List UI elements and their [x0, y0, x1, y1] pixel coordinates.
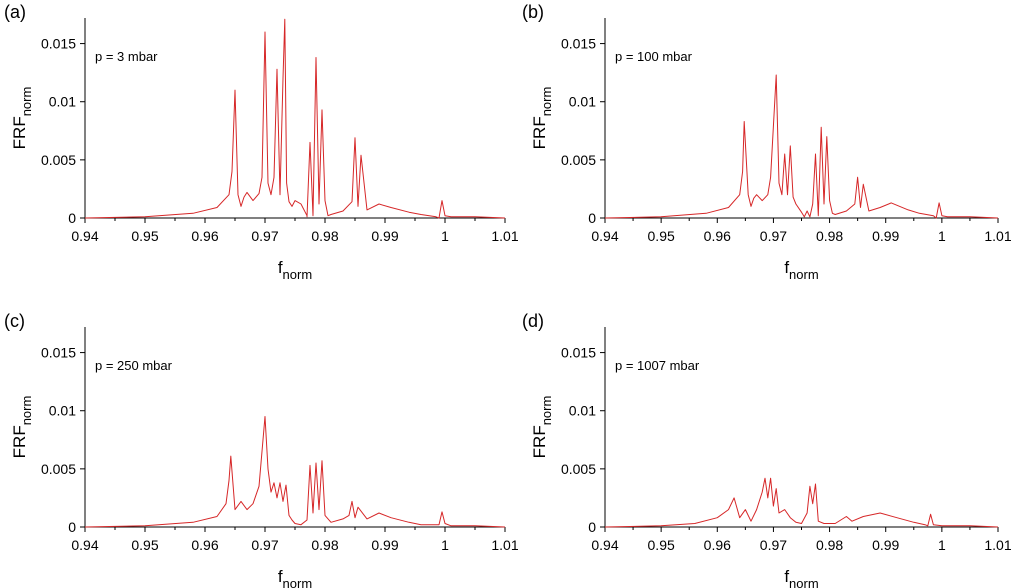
x-tick-label: 0.99 — [872, 537, 899, 553]
y-axis-label-sub: norm — [539, 87, 554, 117]
y-tick-label: 0.015 — [41, 345, 76, 361]
panel-label: (d) — [522, 311, 544, 331]
pressure-annotation: p = 250 mbar — [95, 358, 173, 373]
x-tick-label: 0.97 — [760, 537, 787, 553]
y-axis-label: FRFnorm — [530, 87, 554, 150]
x-tick-label: 0.98 — [816, 537, 843, 553]
x-tick-label: 0.95 — [648, 537, 675, 553]
y-axis-label-main: FRF — [530, 425, 549, 458]
x-tick-label: 0.98 — [816, 228, 843, 244]
y-tick-label: 0.005 — [561, 152, 596, 168]
x-tick-label: 0.94 — [71, 228, 98, 244]
x-tick-label: 0.99 — [371, 537, 398, 553]
y-axis-label-main: FRF — [10, 425, 29, 458]
y-tick-label: 0.015 — [561, 345, 596, 361]
x-axis-label-main: f — [784, 567, 789, 586]
y-tick-label: 0 — [68, 519, 76, 535]
panel-0: 0.94 0.95 0.96 0.97 0.98 0.99 1 1.01 0 0.005 0.01 0… — [4, 2, 519, 282]
frf-series-line — [604, 74, 999, 219]
x-tick-label: 0.98 — [311, 228, 338, 244]
frf-series-line — [84, 416, 506, 528]
x-axis-label-sub: norm — [283, 576, 313, 588]
x-tick-label: 1.01 — [491, 537, 518, 553]
y-axis-label-main: FRF — [530, 116, 549, 149]
y-tick-label: 0.005 — [41, 152, 76, 168]
y-axis-label-sub: norm — [19, 396, 34, 426]
x-tick-label: 1 — [938, 537, 946, 553]
y-tick-label: 0.01 — [49, 403, 76, 419]
x-tick-label: 0.94 — [591, 537, 618, 553]
x-tick-label: 1 — [441, 228, 449, 244]
x-axis-label: fnorm — [278, 258, 312, 282]
pressure-annotation: p = 3 mbar — [95, 49, 158, 64]
y-tick-label: 0.015 — [41, 36, 76, 52]
x-axis-label-main: f — [278, 567, 283, 586]
x-tick-label: 0.94 — [71, 537, 98, 553]
x-tick-label: 0.99 — [872, 228, 899, 244]
x-axis-label: fnorm — [278, 567, 312, 588]
x-axis-label-main: f — [278, 258, 283, 277]
y-tick-label: 0 — [68, 210, 76, 226]
x-tick-label: 0.96 — [191, 537, 218, 553]
y-tick-label: 0.015 — [561, 36, 596, 52]
panel-2: 0.94 0.95 0.96 0.97 0.98 0.99 1 1.01 0 0.005 0.01 0… — [4, 311, 519, 588]
y-axis-label-sub: norm — [539, 396, 554, 426]
x-tick-label: 0.97 — [760, 228, 787, 244]
x-axis-label: fnorm — [784, 258, 818, 282]
y-tick-label: 0.005 — [41, 461, 76, 477]
y-tick-label: 0.01 — [49, 94, 76, 110]
panel-label: (c) — [4, 311, 25, 331]
x-axis-label-sub: norm — [789, 267, 819, 282]
pressure-annotation: p = 100 mbar — [615, 49, 693, 64]
y-axis-label: FRFnorm — [530, 396, 554, 459]
x-tick-label: 0.99 — [371, 228, 398, 244]
x-tick-label: 0.97 — [251, 228, 278, 244]
x-tick-label: 0.95 — [131, 228, 158, 244]
y-tick-label: 0.005 — [561, 461, 596, 477]
pressure-annotation: p = 1007 mbar — [615, 358, 700, 373]
x-axis-label-sub: norm — [789, 576, 819, 588]
x-axis-label-sub: norm — [283, 267, 313, 282]
panel-1: 0.94 0.95 0.96 0.97 0.98 0.99 1 1.01 0 0.005 0.01 0… — [522, 2, 1012, 282]
y-tick-label: 0.01 — [569, 94, 596, 110]
x-tick-label: 0.96 — [704, 228, 731, 244]
x-axis-label: fnorm — [784, 567, 818, 588]
y-tick-label: 0 — [588, 519, 596, 535]
x-tick-label: 1.01 — [984, 537, 1011, 553]
frf-series-line — [604, 477, 999, 528]
x-tick-label: 0.96 — [191, 228, 218, 244]
x-axis-label-main: f — [784, 258, 789, 277]
y-axis-label: FRFnorm — [10, 87, 34, 150]
y-axis-label: FRFnorm — [10, 396, 34, 459]
frf-series-line — [84, 18, 506, 219]
panel-label: (b) — [522, 2, 544, 22]
y-tick-label: 0.01 — [569, 403, 596, 419]
x-tick-label: 0.95 — [648, 228, 675, 244]
x-tick-label: 1 — [441, 537, 449, 553]
y-axis-label-sub: norm — [19, 87, 34, 117]
x-tick-label: 1.01 — [491, 228, 518, 244]
x-tick-label: 0.94 — [591, 228, 618, 244]
y-axis-label-main: FRF — [10, 116, 29, 149]
x-tick-label: 1 — [938, 228, 946, 244]
panel-3: 0.94 0.95 0.96 0.97 0.98 0.99 1 1.01 0 0.005 0.01 0… — [522, 311, 1012, 588]
y-tick-label: 0 — [588, 210, 596, 226]
x-tick-label: 0.97 — [251, 537, 278, 553]
x-tick-label: 0.96 — [704, 537, 731, 553]
x-tick-label: 0.98 — [311, 537, 338, 553]
panel-label: (a) — [4, 2, 26, 22]
x-tick-label: 0.95 — [131, 537, 158, 553]
x-tick-label: 1.01 — [984, 228, 1011, 244]
